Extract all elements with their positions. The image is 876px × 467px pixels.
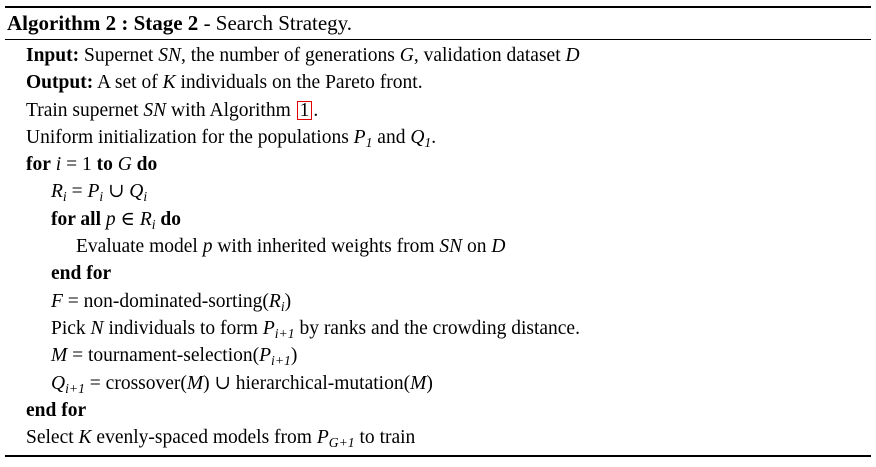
math-var: K — [162, 72, 176, 94]
math-var: Ri — [268, 290, 285, 314]
keyword: Output: — [26, 72, 94, 94]
union-line: Ri = Pi ∪ Qi — [5, 178, 871, 205]
output-line: Output: A set of K individuals on the Pa… — [5, 69, 871, 96]
caption-rule — [5, 39, 871, 40]
math-var: M — [410, 372, 427, 394]
math-var: Ri — [51, 181, 67, 205]
math-var: G — [117, 154, 132, 176]
math-var: N — [90, 317, 104, 339]
end-for-inner-line: end for — [5, 260, 871, 287]
math-var: Qi+1 — [51, 372, 85, 396]
keyword: do — [160, 208, 182, 230]
subscript: i — [151, 216, 156, 232]
init-line: Uniform initialization for the populatio… — [5, 124, 871, 151]
pick-line: Pick N individuals to form Pi+1 by ranks… — [5, 315, 871, 342]
top-rule — [5, 6, 871, 8]
subscript: G+1 — [328, 435, 355, 451]
selection-line: M = tournament-selection(Pi+1) — [5, 342, 871, 369]
line-text: . — [313, 99, 319, 121]
algorithm-box: Algorithm 2 : Stage 2 - Search Strategy.… — [5, 6, 871, 458]
evaluate-line: Evaluate model p with inherited weights … — [5, 233, 871, 260]
math-var: SN — [439, 236, 463, 258]
line-text: Evaluate model p with inherited weights … — [76, 236, 506, 258]
math-var: K — [78, 427, 92, 449]
line-text: Train supernet SN with Algorithm — [26, 99, 291, 121]
math-var: p — [202, 236, 213, 258]
subscript: i — [280, 298, 285, 314]
math-var: F — [51, 290, 63, 312]
math-var: Qi — [129, 181, 148, 205]
crossover-line: Qi+1 = crossover(M) ∪ hierarchical-mutat… — [5, 370, 871, 397]
end-for-outer-line: end for — [5, 397, 871, 424]
subscript: i+1 — [271, 353, 291, 369]
line-text: M = tournament-selection(Pi+1) — [51, 345, 298, 369]
keyword: to — [96, 154, 113, 176]
subscript: 1 — [424, 134, 432, 150]
for-line: for i = 1 to G do — [5, 151, 871, 178]
algorithm-caption: Algorithm 2 : Stage 2 - Search Strategy. — [5, 8, 871, 39]
subscript: 1 — [365, 134, 373, 150]
math-var: p — [105, 208, 116, 230]
line-text: Uniform initialization for the populatio… — [26, 126, 437, 150]
subscript: i — [62, 189, 67, 205]
keyword: for all — [51, 208, 102, 230]
algorithm-title: - Search Strategy. — [198, 11, 353, 35]
math-var: SN — [158, 45, 181, 66]
train-line: Train supernet SN with Algorithm 1. — [5, 97, 871, 124]
subscript: i+1 — [274, 326, 295, 342]
math-var: Q1 — [410, 126, 432, 150]
math-var: Pi+1 — [262, 317, 295, 342]
keyword: end for — [51, 263, 112, 285]
for-all-line: for all p ∈ Ri do — [5, 206, 871, 233]
input-line: Input: Supernet SN, the number of genera… — [5, 42, 871, 69]
keyword: end for — [26, 399, 87, 421]
math-var: D — [565, 45, 580, 66]
math-var: D — [491, 236, 506, 258]
line-text: Pick N individuals to form Pi+1 by ranks… — [51, 317, 580, 342]
line-text: i = 1 — [55, 154, 92, 176]
line-text: Supernet SN, the number of generations G… — [84, 45, 580, 66]
keyword: for — [26, 154, 51, 176]
line-text: Select K evenly-spaced models from PG+1 … — [26, 427, 416, 451]
math-var: Pi+1 — [259, 345, 291, 369]
algorithm-ref-link[interactable]: 1 — [296, 100, 313, 120]
line-text: A set of K individuals on the Pareto fro… — [97, 72, 423, 94]
sorting-line: F = non-dominated-sorting(Ri) — [5, 288, 871, 315]
line-text: F = non-dominated-sorting(Ri) — [51, 290, 292, 314]
bottom-rule — [5, 455, 871, 458]
math-var: i — [55, 154, 62, 176]
subscript: i — [99, 189, 104, 205]
keyword: do — [136, 154, 158, 176]
line-text: p ∈ Ri — [105, 208, 156, 232]
subscript: i+1 — [65, 380, 85, 396]
subscript: i — [143, 189, 148, 205]
math-var: Ri — [139, 208, 156, 232]
math-var: Pi — [87, 181, 104, 205]
line-text: Ri = Pi ∪ Qi — [51, 181, 148, 205]
math-var: P1 — [353, 126, 373, 150]
math-var: SN — [143, 99, 167, 121]
algorithm-body: Input: Supernet SN, the number of genera… — [5, 40, 871, 455]
line-text: Qi+1 = crossover(M) ∪ hierarchical-mutat… — [51, 372, 433, 396]
select-line: Select K evenly-spaced models from PG+1 … — [5, 424, 871, 451]
math-var: M — [186, 372, 204, 394]
math-var: G — [399, 45, 414, 66]
line-text: G — [113, 154, 137, 175]
math-var: PG+1 — [316, 427, 355, 451]
algorithm-label: Algorithm 2 : Stage 2 — [7, 11, 199, 35]
math-var: M — [51, 345, 68, 367]
keyword: Input: — [26, 45, 80, 66]
